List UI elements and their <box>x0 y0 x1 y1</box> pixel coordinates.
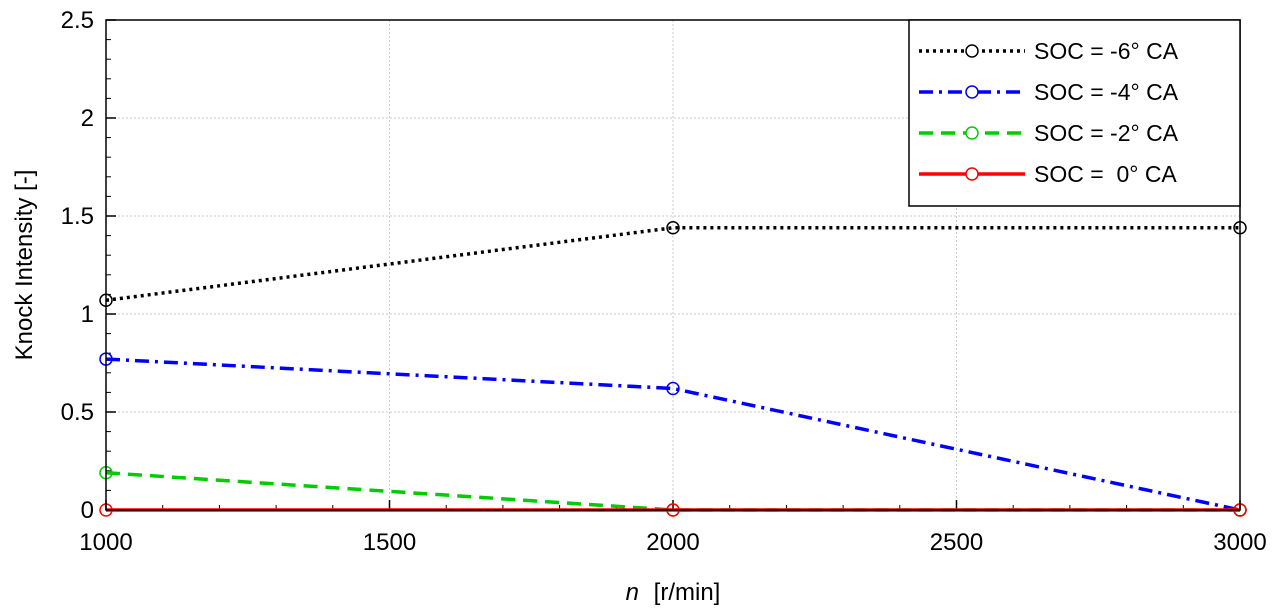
legend-marker <box>965 167 979 181</box>
legend-label: SOC = -4° CA <box>1034 79 1179 105</box>
x-axis-symbol: n <box>626 579 639 606</box>
y-tick-label: 2.5 <box>61 7 94 34</box>
x-tick-labels: 1000 1500 2000 2500 3000 <box>79 529 1266 556</box>
legend-marker <box>965 44 979 58</box>
legend-entry-0: SOC = -6° CA <box>919 38 1179 64</box>
legend: SOC = -6° CA SOC = -4° CA SOC = -2° CA SOC … <box>908 19 1241 207</box>
legend-marker <box>965 85 979 99</box>
x-axis-unit: [r/min] <box>654 579 721 606</box>
series-line <box>105 226 1240 303</box>
plot-frame <box>105 19 1241 511</box>
y-axis-title: Knock Intensity [-] <box>11 170 38 361</box>
legend-entry-2: SOC = -2° CA <box>919 120 1179 146</box>
legend-entry-3: SOC = 0° CA <box>919 161 1177 187</box>
x-tick-label: 2000 <box>646 529 699 556</box>
y-tick-label: 2 <box>81 105 94 132</box>
legend-label: SOC = -2° CA <box>1034 120 1179 146</box>
y-tick-label: 0.5 <box>61 399 94 426</box>
x-tick-label: 1500 <box>363 529 416 556</box>
y-tick-label: 0 <box>81 497 94 524</box>
x-tick-label: 3000 <box>1213 529 1266 556</box>
data-point <box>666 381 680 396</box>
x-axis-title: n [r/min] <box>626 579 721 606</box>
y-tick-label: 1.5 <box>61 203 94 230</box>
legend-label: SOC = 0° CA <box>1034 161 1177 187</box>
x-tick-label: 2500 <box>930 529 983 556</box>
legend-label: SOC = -6° CA <box>1034 38 1179 64</box>
y-tick-labels: 0 0.5 1 1.5 2 2.5 <box>61 7 94 524</box>
data-point <box>666 221 680 235</box>
legend-marker <box>965 126 979 140</box>
x-tick-label: 1000 <box>79 529 132 556</box>
y-tick-label: 1 <box>81 301 94 328</box>
legend-entry-1: SOC = -4° CA <box>919 79 1179 105</box>
